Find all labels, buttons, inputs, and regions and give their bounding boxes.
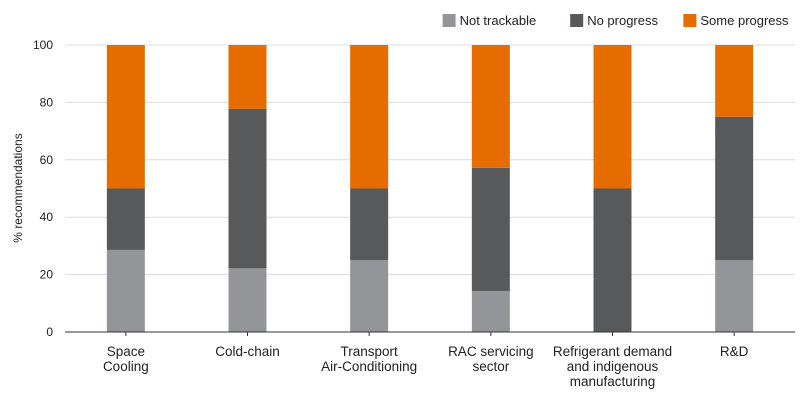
x-category-label-4-2: manufacturing (570, 374, 656, 389)
bar-some-progress-4 (593, 45, 632, 189)
bar-not-trackable-3 (471, 290, 510, 332)
bar-not-trackable-2 (350, 260, 389, 332)
y-tick-label-80: 80 (40, 95, 54, 109)
y-tick-label-60: 60 (40, 153, 54, 167)
x-category-label-1-0: Cold-chain (215, 344, 280, 359)
legend-swatch-some-progress (683, 14, 697, 27)
bar-not-trackable-0 (106, 249, 145, 332)
x-category-label-3-1: sector (472, 359, 509, 374)
bar-some-progress-3 (471, 45, 510, 168)
x-category-label-2-1: Air-Conditioning (321, 359, 417, 374)
x-category-label-0-1: Cooling (103, 359, 149, 374)
y-tick-label-20: 20 (40, 268, 54, 282)
x-category-label-0-0: Space (107, 344, 145, 359)
bar-not-trackable-5 (715, 260, 754, 332)
bar-no-progress-4 (593, 188, 632, 332)
bar-not-trackable-1 (228, 268, 267, 332)
bar-some-progress-0 (106, 45, 145, 189)
y-tick-label-40: 40 (40, 210, 54, 224)
legend-label-some-progress: Some progress (700, 13, 789, 28)
x-category-label-4-0: Refrigerant demand (553, 344, 672, 359)
legend-swatch-no-progress (570, 14, 584, 27)
bar-some-progress-1 (228, 45, 267, 109)
legend: Not trackable No progress Some progress (442, 13, 789, 28)
legend-label-not-trackable: Not trackable (460, 13, 537, 28)
y-tick-label-0: 0 (46, 325, 53, 339)
bars (106, 45, 754, 332)
x-category-label-2-0: Transport (341, 344, 399, 359)
bar-no-progress-0 (106, 188, 145, 250)
bar-some-progress-2 (350, 45, 389, 189)
legend-swatch-not-trackable (442, 14, 456, 27)
gridlines (65, 44, 795, 276)
bar-no-progress-3 (471, 167, 510, 291)
y-axis-title: % recommendations (11, 133, 25, 242)
legend-label-no-progress: No progress (587, 13, 658, 28)
x-category-label-5-0: R&D (720, 344, 749, 359)
x-category-label-3-0: RAC servicing (448, 344, 534, 359)
x-category-label-4-1: and indigenous (567, 359, 659, 374)
bar-no-progress-1 (228, 108, 267, 269)
y-tick-label-100: 100 (33, 38, 53, 52)
bar-no-progress-5 (715, 116, 754, 261)
bar-no-progress-2 (350, 188, 389, 261)
bar-some-progress-5 (715, 45, 754, 117)
